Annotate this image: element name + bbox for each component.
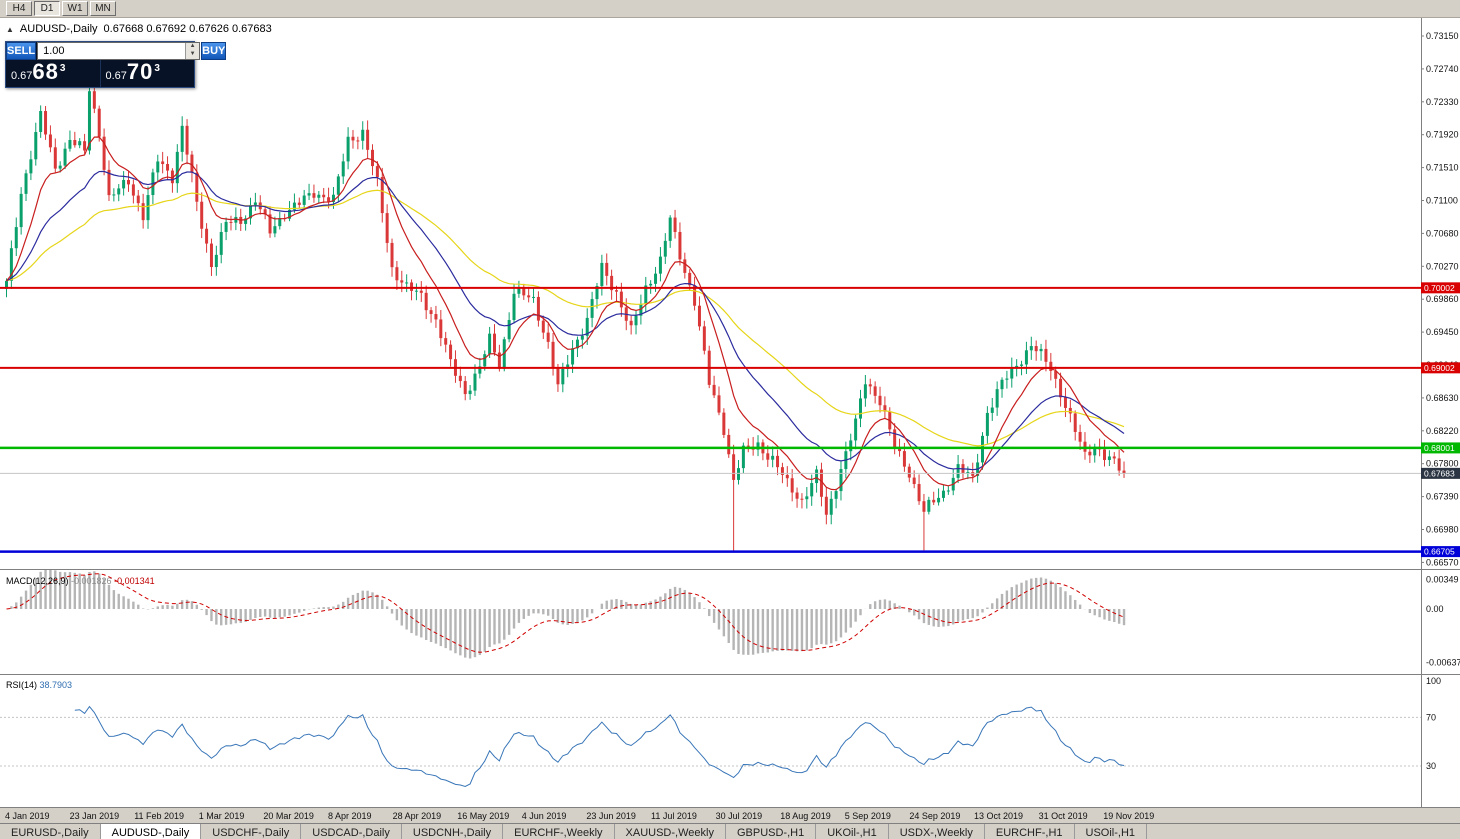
svg-text:13 Oct 2019: 13 Oct 2019 — [974, 811, 1023, 821]
svg-text:0.66980: 0.66980 — [1426, 525, 1459, 535]
svg-text:0.70002: 0.70002 — [1424, 283, 1455, 293]
macd-label: MACD(12,26,9) -0.001826 -0.001341 — [6, 576, 155, 586]
svg-text:4 Jan 2019: 4 Jan 2019 — [5, 811, 50, 821]
tab-ukoil-h1[interactable]: UKOil-,H1 — [816, 824, 889, 839]
collapse-panel-icon[interactable]: ▲ — [6, 24, 14, 34]
svg-text:16 May 2019: 16 May 2019 — [457, 811, 509, 821]
buy-price-pip: 3 — [154, 63, 160, 74]
svg-text:19 Nov 2019: 19 Nov 2019 — [1103, 811, 1154, 821]
tab-eurchf-h1[interactable]: EURCHF-,H1 — [985, 824, 1075, 839]
one-click-trading-panel: SELL ▲ ▼ BUY 0.67 68 3 0.67 — [5, 41, 227, 88]
svg-text:8 Apr 2019: 8 Apr 2019 — [328, 811, 372, 821]
svg-text:0.72330: 0.72330 — [1426, 97, 1459, 107]
svg-text:28 Apr 2019: 28 Apr 2019 — [393, 811, 442, 821]
tab-eurchf-weekly[interactable]: EURCHF-,Weekly — [503, 824, 615, 839]
tab-usoil-h1[interactable]: USOil-,H1 — [1075, 824, 1148, 839]
svg-text:0.71100: 0.71100 — [1426, 196, 1458, 206]
chart-ohlc-values: 0.67668 0.67692 0.67626 0.67683 — [103, 23, 272, 35]
svg-text:0.66705: 0.66705 — [1424, 547, 1455, 557]
svg-text:0.00349: 0.00349 — [1426, 575, 1459, 585]
chart-tabs-bar: EURUSD-,Daily AUDUSD-,Daily USDCHF-,Daily U… — [0, 823, 1460, 839]
svg-text:100: 100 — [1426, 676, 1441, 686]
sell-button[interactable]: SELL — [6, 42, 37, 60]
svg-text:70: 70 — [1426, 712, 1436, 722]
timeframe-mn-button[interactable]: MN — [90, 1, 116, 16]
svg-text:11 Feb 2019: 11 Feb 2019 — [134, 811, 184, 821]
svg-text:4 Jun 2019: 4 Jun 2019 — [522, 811, 567, 821]
buy-button[interactable]: BUY — [201, 42, 227, 60]
volume-up-icon[interactable]: ▲ — [186, 43, 200, 51]
current-price-badge — [1421, 467, 1460, 479]
timeframe-w1-button[interactable]: W1 — [62, 1, 88, 16]
svg-text:0.67390: 0.67390 — [1426, 492, 1459, 502]
svg-text:0.67683: 0.67683 — [1424, 468, 1455, 478]
svg-text:0.68001: 0.68001 — [1424, 443, 1455, 453]
sell-price[interactable]: 0.67 68 3 — [6, 60, 101, 87]
tab-usdcnh-daily[interactable]: USDCNH-,Daily — [402, 824, 504, 839]
sell-price-prefix: 0.67 — [11, 70, 33, 82]
volume-input[interactable] — [38, 43, 186, 59]
rsi-label: RSI(14) 38.7903 — [6, 680, 72, 690]
svg-text:30: 30 — [1426, 761, 1436, 771]
tabs-bar-filler — [1147, 824, 1460, 839]
tab-usdchf-daily[interactable]: USDCHF-,Daily — [201, 824, 302, 839]
sell-price-big: 68 — [32, 59, 59, 84]
svg-text:0.69002: 0.69002 — [1424, 363, 1455, 373]
moving-average-lines — [6, 136, 1125, 491]
buy-price[interactable]: 0.67 70 3 — [101, 60, 195, 87]
tab-eurusd-daily[interactable]: EURUSD-,Daily — [0, 824, 101, 839]
svg-text:24 Sep 2019: 24 Sep 2019 — [909, 811, 960, 821]
svg-text:5 Sep 2019: 5 Sep 2019 — [845, 811, 891, 821]
timeframe-d1-button[interactable]: D1 — [34, 1, 60, 16]
svg-text:0.67800: 0.67800 — [1426, 459, 1459, 469]
svg-text:0.00: 0.00 — [1426, 604, 1444, 614]
svg-text:0.70680: 0.70680 — [1426, 228, 1459, 238]
horizontal-lines — [0, 286, 1421, 553]
chart-symbol-label: AUDUSD-,Daily — [19, 23, 98, 35]
svg-text:0.68220: 0.68220 — [1426, 426, 1459, 436]
volume-down-icon[interactable]: ▼ — [186, 51, 200, 59]
chart-canvas[interactable]: 0.73150 0.72740 0.72330 0.71920 0.71510 0.711… — [0, 18, 1460, 823]
svg-text:0.71920: 0.71920 — [1426, 130, 1459, 140]
tab-usdcad-daily[interactable]: USDCAD-,Daily — [301, 824, 402, 839]
tab-audusd-daily[interactable]: AUDUSD-,Daily — [100, 824, 202, 839]
chart-title: ▲ AUDUSD-,Daily 0.67668 0.67692 0.67626 … — [6, 23, 272, 35]
svg-text:11 Jul 2019: 11 Jul 2019 — [651, 811, 697, 821]
date-axis: 4 Jan 2019 23 Jan 2019 11 Feb 2019 1 Mar 20… — [5, 811, 1154, 821]
svg-text:0.69860: 0.69860 — [1426, 294, 1459, 304]
svg-text:0.68630: 0.68630 — [1426, 393, 1459, 403]
svg-text:-0.00637: -0.00637 — [1426, 658, 1460, 668]
svg-text:1 Mar 2019: 1 Mar 2019 — [199, 811, 245, 821]
sell-price-pip: 3 — [59, 63, 66, 74]
svg-text:0.71510: 0.71510 — [1426, 163, 1459, 173]
svg-text:30 Jul 2019: 30 Jul 2019 — [716, 811, 763, 821]
macd-histogram — [10, 570, 1126, 659]
svg-text:0.69450: 0.69450 — [1426, 327, 1459, 337]
chart-area: 0.73150 0.72740 0.72330 0.71920 0.71510 0.711… — [0, 18, 1460, 823]
buy-price-big: 70 — [126, 59, 154, 84]
timeframe-toolbar: H4 D1 W1 MN — [0, 0, 1460, 18]
svg-text:0.70270: 0.70270 — [1426, 261, 1459, 271]
svg-text:31 Oct 2019: 31 Oct 2019 — [1039, 811, 1088, 821]
tab-xauusd-weekly[interactable]: XAUUSD-,Weekly — [615, 824, 726, 839]
candles-layer — [5, 81, 1126, 552]
svg-text:18 Aug 2019: 18 Aug 2019 — [780, 811, 831, 821]
timeframe-h4-button[interactable]: H4 — [6, 1, 32, 16]
volume-spinner: ▲ ▼ — [185, 43, 200, 59]
tab-gbpusd-h1[interactable]: GBPUSD-,H1 — [726, 824, 817, 839]
svg-text:20 Mar 2019: 20 Mar 2019 — [263, 811, 314, 821]
buy-price-prefix: 0.67 — [105, 70, 127, 82]
tab-usdx-weekly[interactable]: USDX-,Weekly — [889, 824, 985, 839]
svg-text:0.66570: 0.66570 — [1426, 557, 1459, 567]
volume-input-group: ▲ ▼ — [37, 42, 201, 60]
price-axis: 0.73150 0.72740 0.72330 0.71920 0.71510 0.711… — [6, 31, 1460, 771]
svg-text:23 Jan 2019: 23 Jan 2019 — [70, 811, 120, 821]
svg-text:0.72740: 0.72740 — [1426, 64, 1459, 74]
svg-text:0.73150: 0.73150 — [1426, 31, 1459, 41]
svg-text:23 Jun 2019: 23 Jun 2019 — [586, 811, 636, 821]
